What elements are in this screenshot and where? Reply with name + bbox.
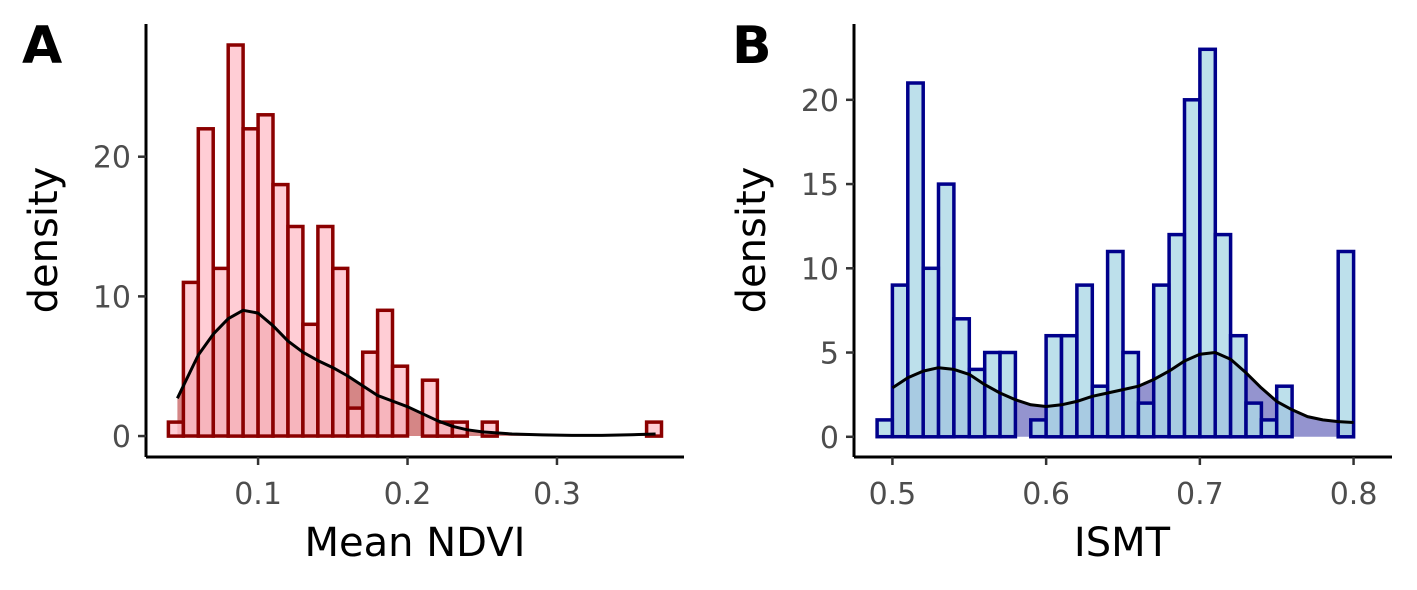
histogram-bar xyxy=(226,43,245,438)
histogram-bar xyxy=(952,317,972,439)
panel-b-tag: B xyxy=(732,16,772,76)
panel-b-x-axis-title: ISMT xyxy=(1074,520,1171,566)
histogram-bar xyxy=(1198,47,1218,439)
histogram-bar xyxy=(316,224,335,438)
histogram-bar xyxy=(1336,249,1356,439)
histogram-bar xyxy=(1059,333,1079,439)
x-tick-label: 0.7 xyxy=(1176,477,1224,512)
histogram-bar xyxy=(906,81,925,439)
histogram-bar xyxy=(1105,249,1125,439)
histogram-bar xyxy=(196,127,215,438)
y-tick-label: 15 xyxy=(801,168,839,203)
panel-a-y-axis-title: density xyxy=(21,167,67,314)
panel-a-tag: A xyxy=(22,16,62,76)
panel-a: A 0 10 20 0.1 0.2 0.3 Mean NDVI density xyxy=(21,16,684,566)
y-tick-label: 10 xyxy=(93,280,131,315)
histogram-bar xyxy=(375,308,395,438)
x-tick-label: 0.1 xyxy=(234,477,282,512)
y-tick-label: 0 xyxy=(112,420,131,455)
panel-b-axes: 0 5 10 15 20 0.5 0.6 0.7 0.8 xyxy=(801,24,1392,512)
density-curve xyxy=(176,308,656,437)
density-curve xyxy=(891,351,1354,424)
histogram-bar xyxy=(644,420,664,438)
histogram-bar xyxy=(256,113,275,438)
histogram-bar xyxy=(1136,401,1156,439)
histogram-bar xyxy=(1274,384,1294,439)
histogram-bar xyxy=(1167,232,1187,439)
histogram-bar xyxy=(211,266,230,438)
panel-a-density-line xyxy=(176,308,656,437)
histogram-bar xyxy=(890,283,910,439)
panel-b-density-line xyxy=(891,351,1354,424)
histogram-bar xyxy=(1121,350,1141,439)
histogram-bar xyxy=(420,378,440,438)
histogram-bar xyxy=(331,266,350,438)
x-tick-label: 0.8 xyxy=(1330,477,1378,512)
histogram-bar xyxy=(1029,418,1048,439)
panel-b: B 0 5 10 15 20 0.5 0.6 0.7 0.8 ISMT density xyxy=(729,16,1392,566)
panel-a-x-axis-title: Mean NDVI xyxy=(305,520,526,566)
panel-a-bars xyxy=(166,43,664,438)
x-tick-label: 0.2 xyxy=(384,477,432,512)
histogram-bar xyxy=(921,266,941,439)
histogram-bar xyxy=(1151,283,1171,439)
histogram-bar xyxy=(1044,333,1064,439)
y-tick-label: 10 xyxy=(801,252,839,287)
histogram-bar xyxy=(1075,283,1095,439)
histogram-bar xyxy=(982,350,1002,439)
y-tick-label: 5 xyxy=(820,337,839,372)
y-tick-label: 20 xyxy=(801,84,839,119)
histogram-bar xyxy=(1228,333,1248,439)
panel-b-y-axis-title: density xyxy=(729,167,775,314)
histogram-bar xyxy=(286,224,305,438)
y-tick-label: 20 xyxy=(93,141,131,176)
x-tick-label: 0.6 xyxy=(1022,477,1070,512)
x-tick-label: 0.5 xyxy=(869,477,917,512)
histogram-bar xyxy=(936,182,956,439)
histogram-bar xyxy=(166,420,186,438)
histogram-bar xyxy=(301,322,320,438)
histogram-bar xyxy=(271,182,290,438)
panel-b-bars xyxy=(875,47,1356,439)
histogram-bar xyxy=(346,406,365,438)
y-tick-label: 0 xyxy=(820,421,839,456)
histogram-bar xyxy=(1182,98,1202,439)
histogram-bar xyxy=(241,127,260,438)
x-tick-label: 0.3 xyxy=(533,477,581,512)
histogram-bar xyxy=(1259,418,1279,439)
histogram-bar xyxy=(1244,401,1264,439)
histogram-bar xyxy=(875,418,895,439)
histogram-bar xyxy=(1213,232,1233,439)
panel-a-axes: 0 10 20 0.1 0.2 0.3 xyxy=(93,24,684,512)
